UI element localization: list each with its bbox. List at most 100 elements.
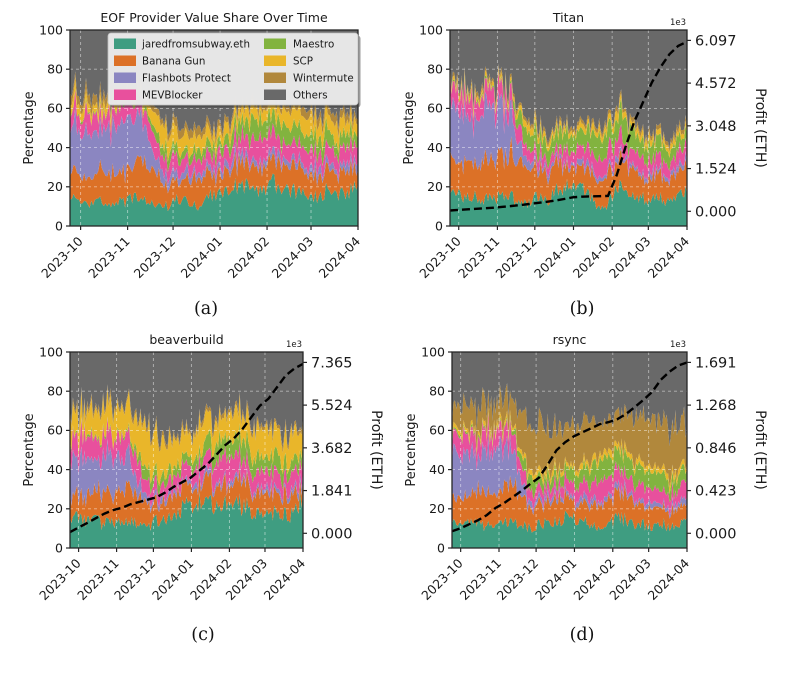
profit-axis-offset-label: 1e3 <box>286 340 302 350</box>
percent-tick-label: 20 <box>429 501 445 516</box>
series-area-jaredfromsubway-eth <box>70 486 303 548</box>
date-tick-label: 2024-04 <box>261 555 309 603</box>
legend-label: Flashbots Protect <box>142 73 231 85</box>
series-area-mevblocker <box>450 71 687 183</box>
stacked-areas <box>450 30 687 226</box>
percent-axis: 0 20 40 60 80 100 Percentage <box>404 344 452 555</box>
percent-axis: 0 20 40 60 80 100 Percentage <box>402 22 450 233</box>
series-area-others <box>452 352 687 447</box>
percent-tick-label: 0 <box>55 540 63 555</box>
legend-swatch-maestro <box>264 38 286 49</box>
series-area-mevblocker <box>70 417 303 508</box>
date-tick-label: 2023-12 <box>494 556 542 604</box>
legend-swatch-banana-gun <box>114 55 136 66</box>
series-area-flashbots-protect <box>452 433 687 519</box>
profit-axis: 0.000 1.524 3.048 4.572 6.097 1e3 Profit (ETH) <box>670 18 768 220</box>
percent-tick-label: 40 <box>427 140 443 155</box>
series-area-maestro <box>70 86 358 173</box>
series-area-flashbots-protect <box>70 105 358 194</box>
percent-axis-label: Percentage <box>22 91 37 164</box>
profit-tick-label: 0.000 <box>311 526 353 542</box>
percent-tick-label: 60 <box>427 101 443 116</box>
profit-tick-label: 0.000 <box>695 526 737 542</box>
date-tick-label: 2023-12 <box>131 234 179 282</box>
profit-axis-label: Profit (ETH) <box>752 88 768 168</box>
legend-label: Banana Gun <box>142 56 205 68</box>
legend-swatch-scp <box>264 55 286 66</box>
profit-tick-label: 0.423 <box>695 484 737 500</box>
date-tick-label: 2024-04 <box>645 555 693 603</box>
profit-tick-label: 0.846 <box>695 441 737 457</box>
legend-label: Others <box>293 90 328 102</box>
chart-title: Titan <box>552 10 584 25</box>
chart-title: EOF Provider Value Share Over Time <box>100 10 328 25</box>
profit-axis-offset-label: 1e3 <box>670 340 686 350</box>
profit-tick-label: 6.097 <box>695 33 737 49</box>
percent-tick-label: 80 <box>47 62 63 77</box>
legend-swatch-others <box>264 89 286 100</box>
plot-border <box>69 351 304 549</box>
percent-axis-label: Percentage <box>404 413 419 486</box>
profit-tick-label: 1.268 <box>695 398 737 414</box>
caption-d: (d) <box>569 625 595 645</box>
profit-line <box>452 361 687 533</box>
chart-c: 0 20 40 60 80 100 Percentage 2023-102023-112023… <box>22 332 384 603</box>
profit-line <box>70 362 303 534</box>
profit-tick-label: 1.841 <box>311 484 353 500</box>
series-area-jaredfromsubway-eth <box>452 510 687 548</box>
series-area-flashbots-protect <box>70 438 303 514</box>
legend-label: Maestro <box>293 39 334 51</box>
profit-axis: 0.000 1.841 3.682 5.524 7.365 1e3 Profit (ETH) <box>286 340 384 542</box>
percent-tick-label: 20 <box>427 179 443 194</box>
percent-axis: 0 20 40 60 80 100 Percentage <box>22 22 70 233</box>
profit-tick-label: 1.524 <box>695 162 737 178</box>
profit-tick-label: 1.691 <box>695 355 737 371</box>
date-tick-label: 2024-03 <box>269 234 317 282</box>
date-axis: 2023-102023-112023-122024-012024-022024-… <box>36 548 308 603</box>
legend-swatch-jaredfromsubway-eth <box>114 38 136 49</box>
legend-label: jaredfromsubway.eth <box>141 39 250 51</box>
caption-c: (c) <box>191 625 215 645</box>
plot-border <box>449 29 688 227</box>
percent-tick-label: 100 <box>39 344 63 359</box>
plot-border <box>451 351 688 549</box>
percent-tick-label: 60 <box>47 423 63 438</box>
stacked-areas <box>70 352 303 548</box>
legend: jaredfromsubway.eth Banana Gun Flashbots P… <box>107 32 361 108</box>
percent-tick-label: 100 <box>39 22 63 37</box>
caption-a: (a) <box>193 299 219 319</box>
series-area-wintermute <box>452 383 687 488</box>
series-area-others <box>70 352 303 448</box>
date-tick-label: 2024-04 <box>645 233 693 281</box>
chart-title: rsync <box>553 332 587 347</box>
date-tick-label: 2023-12 <box>492 234 540 282</box>
percent-tick-label: 0 <box>437 540 445 555</box>
percent-axis-label: Percentage <box>22 413 37 486</box>
profit-tick-label: 4.572 <box>695 76 737 92</box>
series-area-scp <box>70 388 303 487</box>
series-area-mevblocker <box>70 89 358 185</box>
profit-tick-label: 5.524 <box>311 398 353 414</box>
date-axis: 2023-102023-112023-122024-012024-022024-… <box>418 548 692 603</box>
date-tick-label: 2024-02 <box>225 234 273 282</box>
percent-axis: 0 20 40 60 80 100 Percentage <box>22 344 70 555</box>
date-tick-label: 2024-04 <box>316 233 364 281</box>
percent-tick-label: 40 <box>47 140 63 155</box>
caption-b: (b) <box>569 299 595 319</box>
legend-label: Wintermute <box>293 73 354 85</box>
date-tick-label: 2024-01 <box>178 234 226 282</box>
series-area-banana-gun <box>70 466 303 531</box>
profit-tick-label: 3.048 <box>695 119 737 135</box>
legend-swatch-wintermute <box>264 72 286 83</box>
series-area-maestro <box>70 416 303 497</box>
series-area-flashbots-protect <box>450 88 687 187</box>
series-area-jaredfromsubway-eth <box>450 178 687 226</box>
profit-tick-label: 0.000 <box>695 204 737 220</box>
legend-label: MEVBlocker <box>142 90 203 102</box>
plot-border <box>69 29 359 227</box>
percent-tick-label: 0 <box>55 218 63 233</box>
series-area-banana-gun <box>70 150 358 212</box>
series-area-banana-gun <box>452 475 687 533</box>
percent-tick-label: 60 <box>429 423 445 438</box>
